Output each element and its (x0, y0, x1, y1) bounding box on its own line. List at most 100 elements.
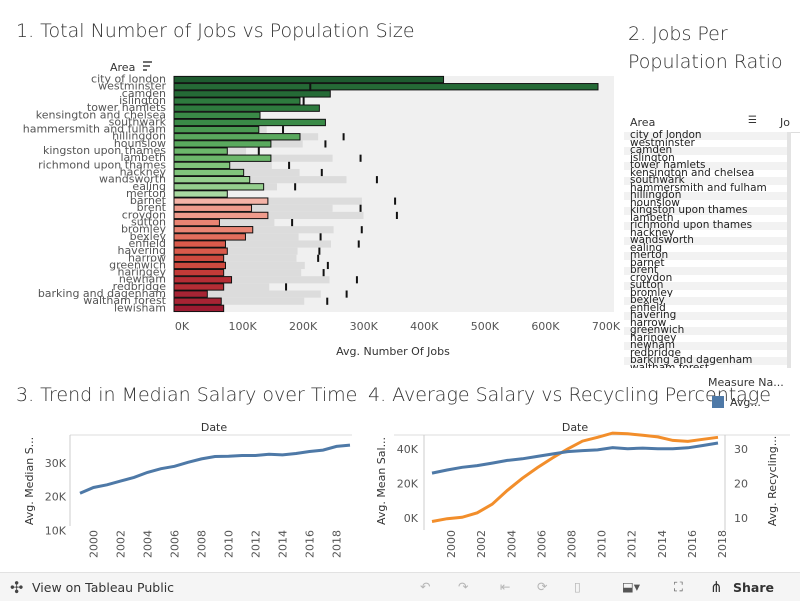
view-on-tableau-link[interactable]: View on Tableau Public (32, 580, 175, 595)
table-row[interactable]: hammersmith and fulham (624, 182, 788, 193)
table-row[interactable]: barking and dagenham (624, 355, 788, 365)
table-row[interactable]: wandsworth (624, 235, 788, 245)
table-row[interactable]: newham (624, 340, 788, 350)
area-label: brent (137, 201, 167, 214)
area-cell: islington (630, 151, 675, 164)
table-row[interactable]: lambeth (624, 212, 788, 223)
legend-item[interactable]: Avg... (730, 396, 761, 409)
population-band (174, 247, 298, 255)
table-row[interactable]: bromley (624, 287, 788, 298)
job-bar[interactable] (173, 261, 226, 270)
jobs-ratio-table: Area ☰ Jo city of london westminster camde… (624, 112, 800, 368)
sort-icon[interactable] (143, 61, 152, 71)
job-bar[interactable] (173, 183, 265, 191)
download-icon[interactable]: ⬓▾ (622, 579, 641, 594)
job-bar[interactable] (173, 97, 301, 105)
job-bar[interactable] (173, 104, 320, 112)
job-bar[interactable] (173, 75, 445, 84)
job-bar[interactable] (173, 83, 599, 91)
job-bar[interactable] (173, 176, 251, 184)
table-row[interactable]: brent (624, 265, 788, 275)
table-row[interactable]: waltham forest (624, 362, 788, 368)
job-bar[interactable] (173, 140, 272, 148)
table-row[interactable]: westminster (624, 137, 788, 148)
job-bar[interactable] (173, 90, 331, 98)
job-bar[interactable] (173, 276, 233, 284)
x-tick-label: 2014 (656, 530, 669, 558)
area-label: islington (119, 94, 166, 107)
table-row[interactable]: bexley (624, 295, 788, 305)
fullscreen-icon[interactable]: ⛶ (674, 579, 683, 594)
table-row[interactable]: hounslow (624, 197, 788, 208)
table-row[interactable]: hillingdon (624, 190, 788, 200)
job-bar[interactable] (173, 204, 253, 212)
x-tick-label: 2018 (716, 530, 729, 558)
job-bar[interactable] (173, 297, 222, 305)
job-bar[interactable] (173, 111, 261, 120)
job-bar[interactable] (173, 133, 301, 141)
reference-marks (257, 83, 398, 305)
table-row[interactable]: havering (624, 309, 788, 321)
job-bar[interactable] (173, 254, 225, 262)
table-row[interactable]: barnet (624, 257, 788, 268)
area-column-header[interactable]: Area (630, 116, 656, 129)
job-bar[interactable] (173, 290, 208, 298)
table-row[interactable]: kingston upon thames (624, 205, 788, 215)
table-row[interactable]: islington (624, 151, 788, 164)
population-band (174, 276, 330, 284)
legend-title: Measure Na... (708, 376, 784, 389)
table-row[interactable]: croydon (624, 272, 788, 283)
job-bar[interactable] (173, 240, 226, 248)
undo-icon[interactable]: ↶ (420, 579, 431, 594)
table-row[interactable]: city of london (624, 130, 788, 140)
x-tick-label: 2014 (277, 530, 290, 558)
legend-swatch[interactable] (712, 396, 724, 408)
table-row[interactable]: southwark (624, 174, 788, 186)
job-bar[interactable] (173, 226, 254, 234)
job-bar[interactable] (173, 125, 260, 134)
y-tick-label: 40K (397, 443, 419, 456)
table-row[interactable]: harrow (624, 317, 788, 328)
panel3-title: 3. Trend in Median Salary over Time (16, 384, 358, 406)
job-bar[interactable] (173, 268, 225, 277)
area-cell: sutton (630, 279, 664, 291)
share-button[interactable]: Share (733, 580, 774, 595)
job-bar[interactable] (173, 118, 326, 127)
scrollbar[interactable] (787, 132, 791, 368)
job-bar[interactable] (173, 161, 231, 170)
sort-icon[interactable]: ☰ (748, 115, 757, 126)
area-cell: havering (630, 309, 677, 321)
tableau-logo-icon[interactable]: ✣ (10, 578, 24, 597)
job-bar[interactable] (173, 147, 228, 155)
table-row[interactable]: redbridge (624, 347, 788, 358)
table-row[interactable]: merton (624, 250, 788, 260)
job-bar[interactable] (173, 168, 245, 177)
refresh-icon[interactable]: ⟳ (537, 579, 548, 594)
job-bar[interactable] (173, 304, 225, 313)
table-row[interactable]: camden (624, 145, 788, 155)
pause-icon[interactable]: ▯ (574, 579, 581, 594)
jobs-column-header[interactable]: Jo (780, 116, 790, 129)
job-bar[interactable] (173, 197, 269, 205)
table-row[interactable]: richmond upon thames (624, 220, 788, 230)
area-cell: southwark (630, 174, 685, 186)
job-bar[interactable] (173, 211, 269, 220)
measure-legend: Measure Na... Avg... (708, 376, 800, 412)
table-row[interactable]: kensington and chelsea (624, 167, 788, 178)
table-row[interactable]: sutton (624, 279, 788, 291)
job-bar[interactable] (173, 233, 246, 241)
job-bar[interactable] (173, 283, 225, 291)
revert-icon[interactable]: ⇤ (500, 579, 511, 594)
redo-icon[interactable]: ↷ (458, 579, 469, 594)
table-row[interactable]: hackney (624, 227, 788, 238)
job-bar[interactable] (173, 154, 272, 162)
table-row[interactable]: haringey (624, 332, 788, 343)
job-bar[interactable] (173, 247, 228, 255)
table-row[interactable]: enfield (624, 302, 788, 313)
job-bar[interactable] (173, 218, 220, 227)
table-row[interactable]: greenwich (624, 325, 788, 335)
table-row[interactable]: ealing (624, 242, 788, 253)
table-row[interactable]: tower hamlets (624, 160, 788, 170)
share-icon[interactable]: ⋔ (710, 578, 723, 596)
job-bar[interactable] (173, 190, 228, 198)
